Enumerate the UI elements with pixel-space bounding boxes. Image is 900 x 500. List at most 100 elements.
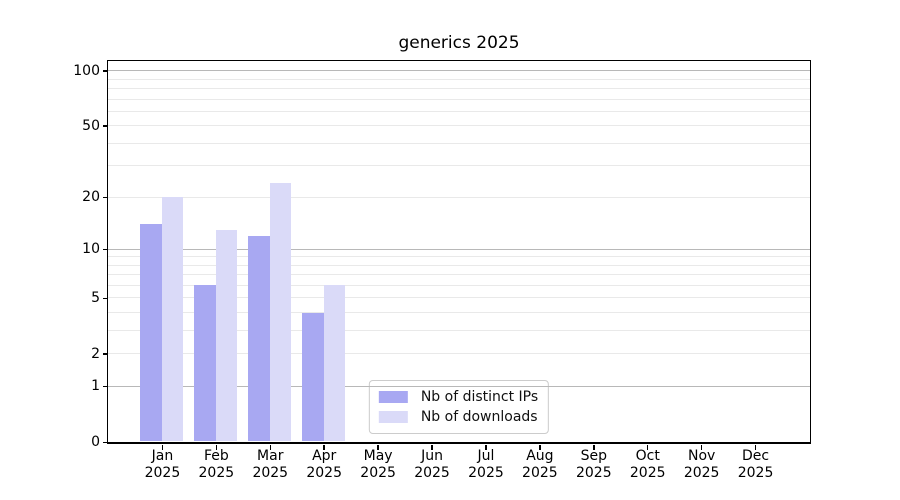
y-tick-label: 0	[91, 434, 100, 450]
y-tick-mark	[102, 353, 108, 355]
x-tick-month: Jun	[421, 448, 443, 464]
x-tick-label: May 2025	[346, 448, 410, 482]
legend-entry-downloads: Nb of downloads	[378, 407, 538, 427]
legend-swatch-distinct-ips	[378, 391, 408, 403]
x-tick-year: 2025	[306, 465, 342, 481]
x-tick-year: 2025	[414, 465, 450, 481]
x-tick-year: 2025	[522, 465, 558, 481]
bar-apr-downloads	[323, 285, 346, 442]
legend-swatch-downloads	[378, 411, 408, 423]
y-tick-label: 100	[73, 62, 100, 79]
x-tick-year: 2025	[360, 465, 396, 481]
x-tick-year: 2025	[737, 465, 774, 481]
bar-mar-distinct-ips	[248, 235, 270, 442]
x-tick-month: Dec	[742, 448, 770, 464]
x-tick-label: Apr 2025	[292, 448, 356, 482]
x-tick-label: Feb 2025	[184, 448, 248, 482]
bar-mar-downloads	[269, 183, 292, 442]
x-tick-mark	[646, 444, 649, 450]
bar-apr-distinct-ips	[302, 312, 324, 442]
gridline-major	[108, 70, 810, 72]
x-tick-mark	[539, 444, 541, 450]
gridline-minor	[108, 264, 810, 266]
x-tick-month: Aug	[526, 448, 554, 464]
gridline-minor	[108, 78, 810, 80]
gridline-minor	[108, 329, 810, 331]
x-tick-mark	[215, 444, 218, 450]
x-tick-month: Jan	[151, 448, 174, 464]
legend-label-downloads: Nb of downloads	[420, 409, 538, 425]
x-tick-mark	[323, 444, 325, 450]
x-tick-label: Dec 2025	[724, 448, 788, 482]
x-tick-year: 2025	[683, 465, 720, 481]
x-tick-label: Sep 2025	[562, 448, 626, 482]
y-tick-label: 5	[91, 289, 100, 306]
legend-entry-distinct-ips: Nb of distinct IPs	[378, 387, 539, 407]
bar-jan-downloads	[161, 197, 184, 442]
x-tick-year: 2025	[629, 465, 666, 481]
x-tick-label: Mar 2025	[238, 448, 302, 482]
x-tick-mark	[700, 444, 703, 450]
gridline-major	[108, 248, 810, 250]
y-tick-mark	[102, 297, 108, 300]
x-tick-month: Nov	[687, 448, 716, 464]
gridline-major	[108, 385, 810, 387]
gridline-minor	[108, 353, 810, 355]
x-tick-label: Oct 2025	[616, 448, 680, 482]
y-tick-label: 50	[82, 117, 100, 134]
x-tick-label: Aug 2025	[508, 448, 572, 482]
x-tick-mark	[161, 444, 164, 450]
legend-label-distinct-ips: Nb of distinct IPs	[420, 389, 539, 405]
x-tick-month: Feb	[203, 448, 229, 464]
x-tick-month: Mar	[257, 448, 284, 464]
x-tick-year: 2025	[468, 465, 504, 481]
x-tick-month: May	[363, 448, 393, 464]
bar-feb-distinct-ips	[194, 285, 216, 442]
x-tick-mark	[269, 444, 272, 450]
gridline-minor	[108, 297, 810, 299]
y-tick-mark	[102, 196, 108, 199]
x-tick-year: 2025	[252, 465, 289, 481]
y-tick-mark	[102, 70, 108, 72]
x-tick-mark	[485, 444, 487, 450]
gridline-minor	[108, 125, 810, 127]
y-tick-mark	[102, 248, 108, 251]
legend: Nb of distinct IPs Nb of downloads	[368, 380, 550, 434]
x-tick-label: Nov 2025	[670, 448, 734, 482]
gridline-minor	[108, 284, 810, 286]
bar-feb-downloads	[215, 229, 238, 442]
y-tick-mark	[102, 441, 108, 444]
x-tick-year: 2025	[198, 465, 235, 481]
bar-jan-distinct-ips	[140, 224, 162, 442]
y-tick-label: 1	[91, 378, 100, 395]
gridline-minor	[108, 142, 810, 144]
x-tick-mark	[377, 444, 379, 450]
x-tick-year: 2025	[144, 465, 181, 481]
x-tick-month: Apr	[312, 448, 337, 464]
gridline-minor	[108, 274, 810, 276]
x-tick-mark	[431, 444, 433, 450]
x-tick-mark	[754, 444, 757, 450]
gridline-minor	[108, 98, 810, 100]
gridline-minor	[108, 87, 810, 89]
gridline-minor	[108, 256, 810, 258]
x-tick-month: Jul	[477, 448, 495, 464]
x-tick-year: 2025	[575, 465, 612, 481]
chart-title: generics 2025	[398, 33, 520, 53]
gridline-minor	[108, 165, 810, 167]
y-tick-label: 20	[82, 189, 100, 206]
y-tick-mark	[102, 385, 108, 388]
gridline-minor	[108, 312, 810, 314]
gridline-minor	[108, 110, 810, 112]
x-tick-month: Oct	[635, 448, 660, 464]
y-tick-label: 2	[91, 345, 100, 362]
plot-area: Nb of distinct IPs Nb of downloads	[107, 60, 811, 444]
x-tick-mark	[593, 444, 595, 450]
y-tick-mark	[102, 125, 108, 127]
gridline-minor	[108, 196, 810, 198]
x-tick-label: Jun 2025	[400, 448, 464, 482]
x-tick-label: Jan 2025	[130, 448, 194, 482]
x-tick-label: Jul 2025	[454, 448, 518, 482]
y-tick-label: 10	[82, 241, 100, 258]
